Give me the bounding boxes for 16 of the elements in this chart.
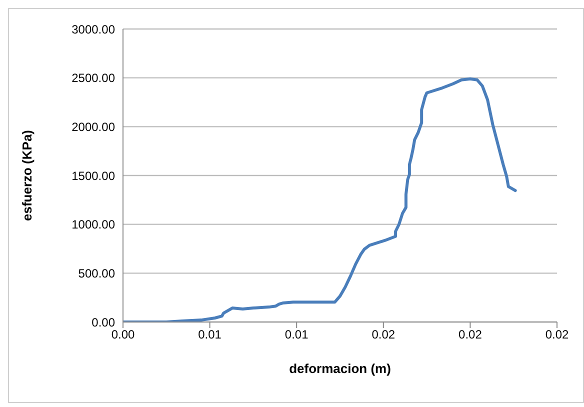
y-tick-label: 500.00 [78,266,116,280]
x-tick-label: 0.02 [372,328,396,342]
y-tick-label: 2000.00 [72,120,116,134]
x-tick-label: 0.01 [198,328,222,342]
x-tick-label: 0.00 [111,328,135,342]
y-tick-label: 0.00 [92,315,116,330]
y-tick-label: 1500.00 [72,168,116,183]
y-tick-label: 2500.00 [72,71,116,86]
x-tick-label: 0.02 [458,328,482,342]
y-tick-label: 1000.00 [72,218,116,232]
x-tick-label: 0.01 [284,328,309,342]
y-axis-title: esfuerzo (KPa) [20,130,35,222]
x-tick-label: 0.02 [545,328,569,342]
y-tick-label: 3000.00 [72,22,116,36]
x-axis-title: deformacion (m) [289,361,391,376]
line-series [123,77,517,322]
